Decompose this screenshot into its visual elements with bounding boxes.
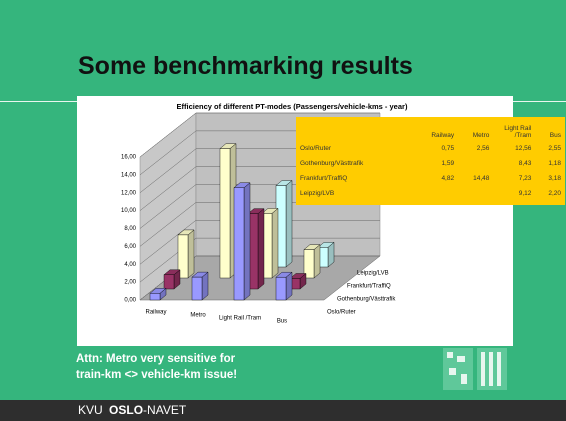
note-line: train-km <> vehicle-km issue! — [76, 369, 238, 381]
data-table: Railway Metro Light Rail /Tram Bus Oslo/Rute… — [296, 117, 565, 205]
table: Railway Metro Light Rail /Tram Bus Oslo/Rute… — [296, 117, 565, 201]
bar — [233, 187, 245, 301]
footer-text: OSLO — [109, 403, 144, 417]
divider — [0, 101, 78, 102]
table-cell: 7,23 — [518, 175, 532, 182]
slide-title: Some benchmarking results — [78, 52, 413, 80]
row-header: Oslo/Ruter — [300, 145, 332, 152]
table-row: Gothenburg/Västtrafik 1,59 8,43 1,18 — [296, 156, 565, 171]
bar-side — [257, 208, 265, 290]
depth-label: Gothenburg/Västtrafik — [337, 297, 396, 303]
divider — [513, 101, 566, 102]
y-tick-label: 6,00 — [124, 244, 136, 250]
x-tick-label: Bus — [277, 319, 287, 325]
table-cell: 8,43 — [518, 160, 532, 167]
footer-text: -NAVET — [143, 403, 187, 417]
y-tick-label: 16,00 — [121, 155, 137, 161]
row-header: Gothenburg/Västtrafik — [300, 160, 364, 167]
chart-title: Efficiency of different PT-modes (Passen… — [177, 102, 408, 111]
table-cell: 2,55 — [548, 145, 561, 152]
column-header: Railway — [431, 132, 455, 139]
table-cell — [458, 186, 493, 201]
table-cell: 14,48 — [473, 175, 490, 182]
y-tick-label: 14,00 — [121, 172, 137, 178]
table-header: Railway Metro Light Rail /Tram Bus — [296, 117, 565, 141]
depth-label: Frankfurt/TraffiQ — [347, 284, 391, 290]
table-row: Frankfurt/TraffiQ 4,82 14,48 7,23 3,18 — [296, 171, 565, 186]
grid-line — [139, 220, 380, 265]
column-header: Light Rail /Tram — [504, 125, 532, 139]
bar — [149, 293, 161, 301]
table-cell: 2,56 — [476, 145, 490, 152]
x-tick-label: Metro — [190, 313, 206, 319]
bar-side — [271, 207, 279, 279]
grid-line — [139, 237, 380, 283]
column-header: Metro — [472, 132, 490, 139]
table-cell: 1,18 — [548, 160, 561, 167]
note: Attn: Metro very sensitive for train-km … — [76, 351, 237, 383]
table-cell: 9,12 — [518, 190, 532, 197]
corner — [296, 117, 414, 141]
bar — [219, 148, 231, 279]
x-tick-label: Railway — [145, 310, 166, 316]
row-header: Frankfurt/TraffiQ — [300, 175, 348, 182]
logo — [443, 348, 507, 390]
bar-side — [243, 182, 251, 301]
y-tick-label: 0,00 — [124, 298, 136, 304]
y-tick-label: 10,00 — [121, 208, 137, 214]
bar-side — [285, 180, 293, 268]
table-cell: 2,20 — [548, 190, 561, 197]
bar — [303, 249, 315, 279]
y-tick-label: 12,00 — [121, 190, 137, 196]
bar — [163, 274, 175, 290]
bar-side — [187, 229, 195, 279]
chart: Efficiency of different PT-modes (Passen… — [77, 96, 513, 346]
bar — [177, 234, 189, 279]
footer: KVU OSLO-NAVET — [0, 400, 566, 421]
table-row: Leipzig/LVB 9,12 2,20 — [296, 186, 565, 201]
y-tick-label: 8,00 — [124, 226, 136, 232]
table-cell — [414, 186, 458, 201]
bar — [191, 276, 203, 301]
table-cell — [458, 156, 493, 171]
footer-text: KVU — [78, 403, 103, 417]
note-line: Attn: Metro very sensitive for — [76, 353, 236, 365]
table-cell: 12,56 — [515, 145, 532, 152]
x-tick-label: Light Rail /Tram — [219, 316, 261, 322]
y-tick-label: 4,00 — [124, 262, 136, 268]
depth-label: Oslo/Ruter — [327, 310, 356, 316]
column-header: Bus — [549, 132, 561, 139]
table-row: Oslo/Ruter 0,75 2,56 12,56 2,55 — [296, 141, 565, 156]
grid-line — [139, 112, 380, 158]
bar — [275, 277, 287, 301]
table-cell: 0,75 — [441, 145, 455, 152]
table-cell: 4,82 — [441, 175, 455, 182]
table-cell: 1,59 — [441, 160, 455, 167]
depth-label: Leipzig/LVB — [357, 271, 389, 277]
y-tick-label: 2,00 — [124, 280, 136, 286]
bar-side — [313, 244, 321, 279]
table-cell: 3,18 — [548, 175, 561, 182]
row-header: Leipzig/LVB — [300, 190, 335, 197]
